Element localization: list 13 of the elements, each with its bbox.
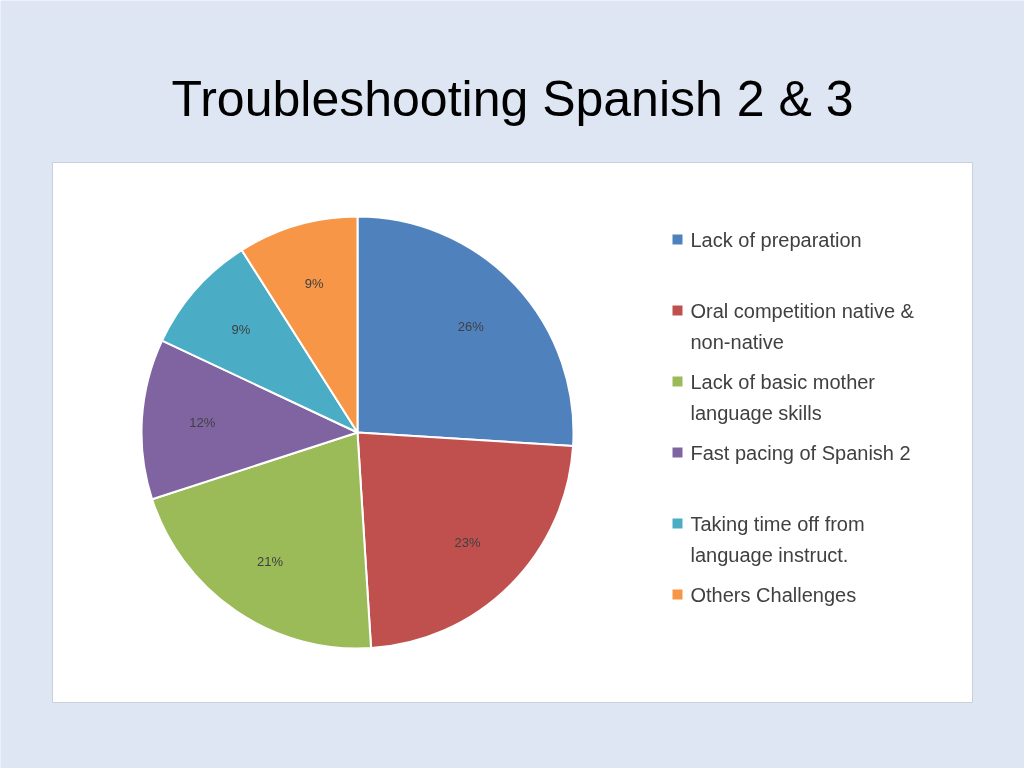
chart-title: Troubleshooting Spanish 2 & 3 [171, 70, 854, 127]
data-label: 9% [231, 322, 251, 338]
legend-label: Oral competition native & non-native [690, 299, 915, 353]
data-label: 12% [189, 415, 216, 431]
data-label: 26% [457, 318, 485, 334]
data-label: 9% [304, 275, 324, 291]
legend-label: Taking time off from language instruct. [690, 512, 865, 566]
legend-label: Lack of preparation [690, 228, 862, 251]
legend-label: Fast pacing of Spanish 2 [690, 441, 911, 464]
legend-label: Lack of basic mother language skills [690, 370, 876, 424]
legend-label: Others Challenges [690, 583, 857, 606]
data-label: 21% [257, 553, 284, 569]
data-label: 23% [454, 534, 481, 550]
